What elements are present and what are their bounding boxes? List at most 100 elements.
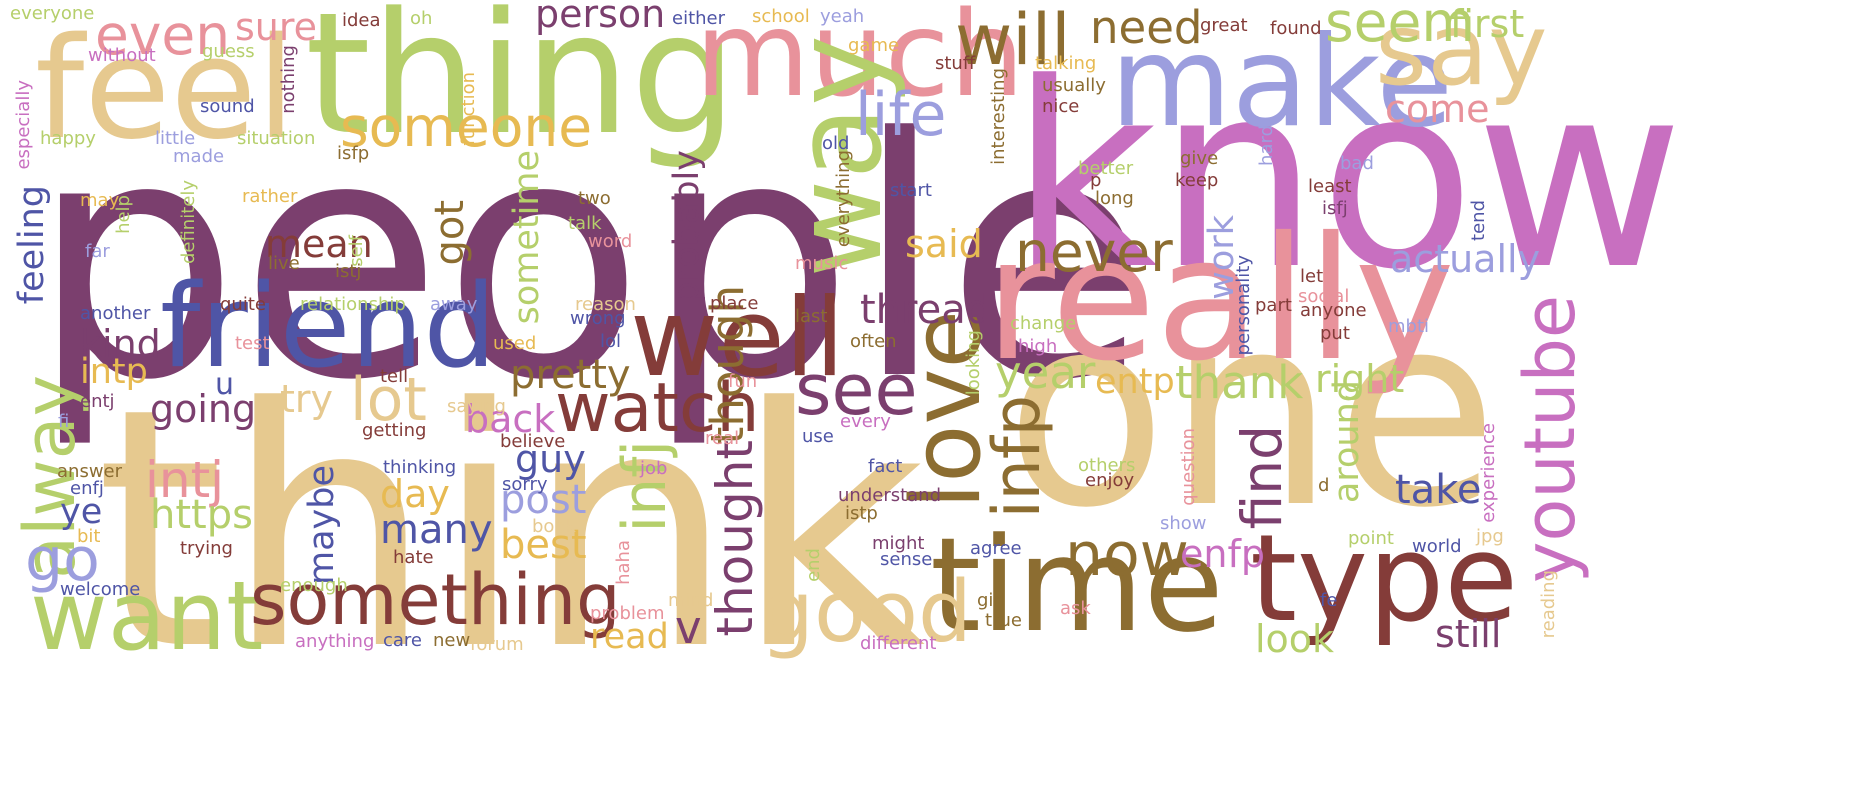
cloud-word: istj <box>335 261 362 282</box>
cloud-word: isfp <box>337 143 370 164</box>
cloud-word: help <box>113 195 134 234</box>
cloud-word: nice <box>1042 96 1080 117</box>
cloud-word: sorry <box>502 474 548 495</box>
cloud-word: old <box>822 133 850 154</box>
cloud-word: put <box>1320 323 1350 344</box>
cloud-word: especially <box>13 80 34 170</box>
cloud-word: word <box>588 231 633 252</box>
cloud-word: people <box>30 68 1149 452</box>
cloud-word: better <box>1078 158 1134 179</box>
cloud-word: everything <box>833 150 854 248</box>
cloud-word: welcome <box>60 579 141 600</box>
cloud-word: haha <box>613 540 634 585</box>
cloud-word: first <box>1450 2 1525 46</box>
cloud-word: talking <box>1035 53 1097 74</box>
cloud-word: come <box>1385 87 1490 131</box>
cloud-word: https <box>150 492 253 538</box>
cloud-word: p <box>1090 170 1102 191</box>
cloud-word: everyone <box>10 3 95 24</box>
cloud-word: fi <box>58 411 70 432</box>
cloud-word: function <box>458 72 479 146</box>
cloud-word: show <box>1160 513 1207 534</box>
cloud-word: isfj <box>1322 198 1348 219</box>
cloud-word: thought <box>706 440 764 637</box>
cloud-word: often <box>850 331 897 352</box>
cloud-word: still <box>1435 612 1502 656</box>
cloud-word: sometime <box>507 150 547 325</box>
cloud-word: let <box>1300 266 1324 287</box>
cloud-word: least <box>1308 176 1352 197</box>
cloud-word: school <box>752 6 810 27</box>
cloud-word: fact <box>868 456 903 477</box>
cloud-word: thank <box>1175 356 1304 409</box>
cloud-word: high <box>1018 336 1058 357</box>
cloud-word: made <box>173 146 225 167</box>
cloud-word: hate <box>393 547 434 568</box>
cloud-word: want <box>30 562 264 672</box>
cloud-word: bad <box>1340 153 1374 174</box>
cloud-word: good <box>760 563 972 662</box>
cloud-word: something <box>250 559 621 641</box>
cloud-word: fe <box>1320 590 1338 611</box>
cloud-word: place <box>710 293 759 314</box>
cloud-word: istp <box>845 503 878 524</box>
cloud-word: v <box>675 601 702 654</box>
cloud-word: anyone <box>1300 300 1367 321</box>
cloud-word: believe <box>500 431 566 452</box>
cloud-word: might <box>872 533 925 554</box>
cloud-word: one <box>1005 258 1499 566</box>
cloud-word: trying <box>180 538 233 559</box>
cloud-word: really <box>985 201 1455 399</box>
cloud-word: time <box>930 509 1224 661</box>
cloud-word: take <box>1395 467 1482 513</box>
cloud-word: care <box>383 630 423 651</box>
cloud-word: tend <box>1468 200 1489 241</box>
cloud-word: definitely <box>178 180 199 265</box>
cloud-word: happy <box>40 128 96 149</box>
cloud-word: getting <box>362 420 427 441</box>
cloud-word: game <box>848 35 900 56</box>
cloud-word: two <box>578 188 611 209</box>
cloud-word: enfj <box>70 478 104 499</box>
cloud-word: anything <box>295 631 375 652</box>
cloud-word: day <box>380 472 450 516</box>
cloud-word: best <box>500 522 587 568</box>
cloud-word: situation <box>237 128 316 149</box>
cloud-word: youtube <box>1509 295 1591 583</box>
cloud-word: wrong <box>570 308 626 329</box>
cloud-word: mbti <box>1388 316 1430 337</box>
cloud-word: got <box>427 200 473 266</box>
cloud-word: away <box>430 294 478 315</box>
cloud-word: right <box>1315 357 1405 401</box>
cloud-word: many <box>380 507 493 553</box>
cloud-word: interesting <box>988 68 1009 165</box>
cloud-word: test <box>235 333 270 354</box>
cloud-word: yeah <box>820 6 865 27</box>
cloud-word: relationship <box>300 294 406 315</box>
cloud-word: enfp <box>1180 532 1265 576</box>
cloud-word: think <box>95 338 926 722</box>
cloud-word: world <box>1412 536 1462 557</box>
cloud-word: intp <box>80 352 148 392</box>
cloud-word: sure <box>235 5 318 49</box>
cloud-word: long <box>1095 188 1134 209</box>
cloud-word: watch <box>555 369 760 448</box>
cloud-word: find <box>1230 425 1294 530</box>
cloud-word: answer <box>57 461 123 482</box>
cloud-word: hard <box>1256 125 1277 166</box>
cloud-word: reason <box>575 294 636 315</box>
cloud-word: maybe <box>302 465 342 586</box>
cloud-word: lol <box>600 331 622 352</box>
cloud-word: mind <box>668 590 714 611</box>
cloud-word: another <box>80 303 151 324</box>
cloud-word: girl <box>977 590 1006 611</box>
cloud-word: job <box>640 458 668 479</box>
cloud-word: book <box>532 516 576 537</box>
cloud-word: person <box>535 0 666 36</box>
cloud-word: thing <box>305 0 738 172</box>
cloud-word: enough <box>280 575 348 596</box>
cloud-word: tell <box>380 366 409 387</box>
cloud-word: enjoy <box>1085 470 1135 491</box>
cloud-word: thinking <box>383 457 457 478</box>
cloud-word: now <box>1065 520 1189 590</box>
